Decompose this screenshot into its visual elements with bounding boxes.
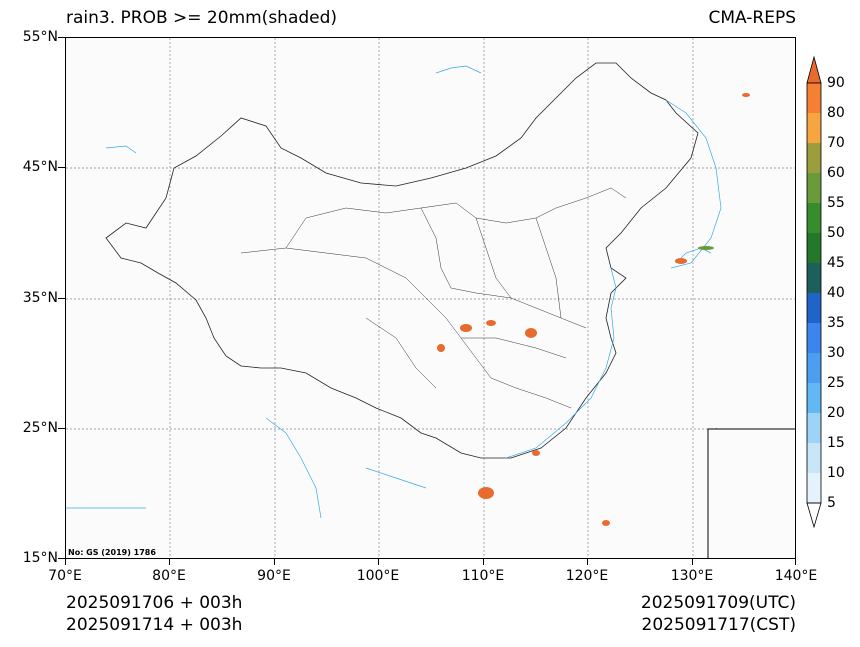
lon-label: 90°E [257, 568, 291, 584]
lon-label: 80°E [152, 568, 186, 584]
country-border [105, 62, 699, 459]
colorbar-label: 25 [827, 375, 845, 391]
colorbar-max-arrow [806, 55, 822, 84]
lon-tick [692, 559, 693, 565]
colorbar-bin [807, 233, 821, 263]
lat-label: 25°N [22, 420, 58, 436]
colorbar-bin [807, 263, 821, 293]
lat-tick [58, 558, 65, 559]
colorbar-label: 15 [827, 435, 845, 451]
lat-label: 35°N [22, 290, 58, 306]
colorbar-label: 35 [827, 315, 845, 331]
map-review-number: No: GS (2019) 1786 [68, 548, 156, 557]
colorbar-bin [807, 353, 821, 383]
south-china-sea-inset [707, 428, 795, 558]
colorbar-bin [807, 143, 821, 173]
init-time-utc: 2025091706 + 003h [66, 593, 243, 613]
lon-tick [795, 559, 796, 565]
lat-label: 15°N [22, 550, 58, 566]
colorbar-label: 70 [827, 135, 845, 151]
colorbar-bin [807, 113, 821, 143]
colorbar-label: 50 [827, 225, 845, 241]
colorbar-bin [807, 173, 821, 203]
colorbar-bin [807, 383, 821, 413]
map-canvas [66, 38, 795, 558]
colorbar-bin [807, 413, 821, 443]
coastlines [66, 65, 757, 519]
colorbar-bin [807, 473, 821, 503]
colorbar-bin [807, 293, 821, 323]
lon-label: 120°E [565, 568, 609, 584]
map-panel [65, 37, 796, 559]
lon-label: 110°E [461, 568, 505, 584]
colorbar-label: 40 [827, 285, 845, 301]
valid-time-utc: 2025091709(UTC) [640, 593, 796, 613]
lat-label: 45°N [22, 159, 58, 175]
province-borders [240, 187, 627, 409]
lat-tick [58, 298, 65, 299]
valid-time-cst: 2025091717(CST) [641, 615, 796, 635]
model-name: CMA-REPS [708, 8, 796, 28]
lon-tick [378, 559, 379, 565]
lat-tick [58, 428, 65, 429]
lat-tick [58, 37, 65, 38]
colorbar-bin [807, 203, 821, 233]
colorbar-label: 90 [827, 75, 845, 91]
init-time-cst: 2025091714 + 003h [66, 615, 243, 635]
colorbar-label: 80 [827, 105, 845, 121]
precip-probability-areas [437, 93, 750, 526]
colorbar-label: 5 [827, 495, 836, 511]
map-title: rain3. PROB >= 20mm(shaded) [66, 8, 338, 28]
lon-label: 140°E [774, 568, 818, 584]
lon-label: 100°E [356, 568, 400, 584]
colorbar-label: 20 [827, 405, 845, 421]
colorbar-min-arrow [806, 502, 822, 529]
colorbar-label: 10 [827, 465, 845, 481]
colorbar-bin [807, 323, 821, 353]
colorbar-label: 30 [827, 345, 845, 361]
lat-tick [58, 167, 65, 168]
colorbar [806, 55, 822, 529]
lon-tick [65, 559, 66, 565]
lat-label: 55°N [22, 29, 58, 45]
colorbar-bin [807, 443, 821, 473]
colorbar-label: 55 [827, 195, 845, 211]
graticule [66, 38, 795, 558]
colorbar-bin [807, 83, 821, 113]
lon-label: 130°E [670, 568, 714, 584]
lon-label: 70°E [48, 568, 82, 584]
lon-tick [169, 559, 170, 565]
colorbar-label: 60 [827, 165, 845, 181]
lon-tick [587, 559, 588, 565]
lon-tick [274, 559, 275, 565]
lon-tick [483, 559, 484, 565]
colorbar-label: 45 [827, 255, 845, 271]
